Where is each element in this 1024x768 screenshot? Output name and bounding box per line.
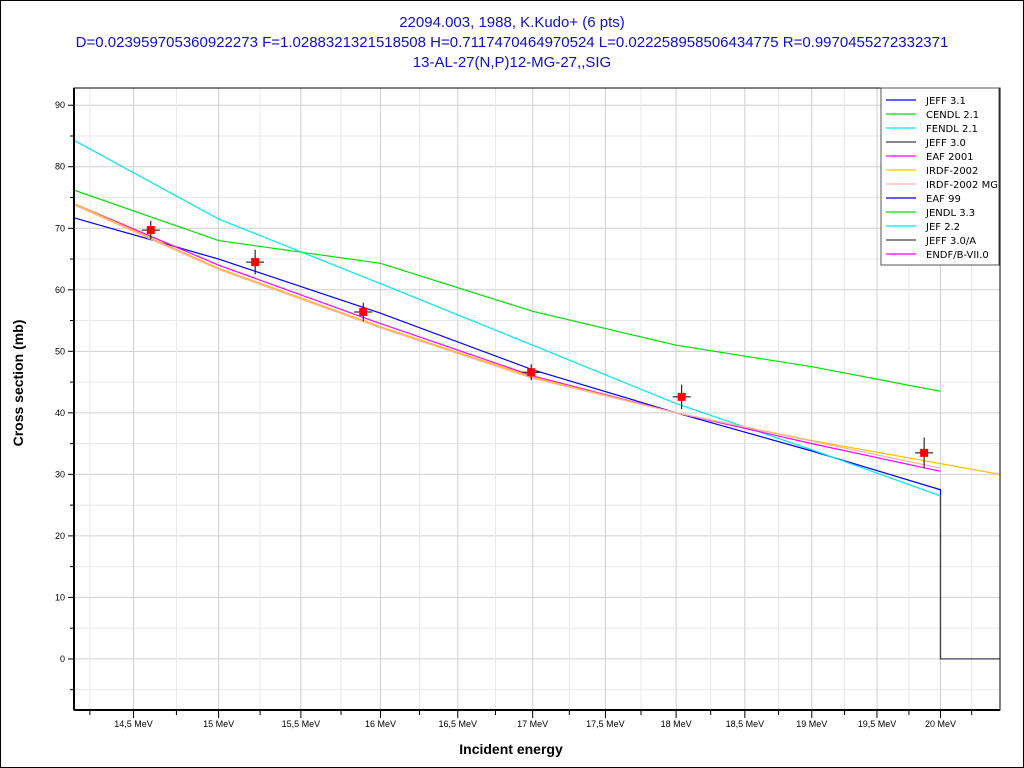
series-line-irdf-2002-mg: [73, 204, 941, 469]
series-line-jeff-3-1: [73, 217, 1000, 660]
y-tick-label: 0: [60, 654, 65, 664]
series-line-jeff-3-0: [939, 495, 1000, 660]
series-line-irdf-2002: [73, 203, 1001, 475]
legend-label: JEF 2.2: [925, 222, 960, 233]
x-tick-label: 16 MeV: [365, 719, 396, 729]
x-tick-label: 18,5 MeV: [726, 719, 765, 729]
legend-label: IRDF-2002: [926, 166, 978, 177]
x-tick-label: 19 MeV: [796, 719, 827, 729]
y-tick-label: 70: [55, 223, 65, 233]
legend-label: IRDF-2002 MG: [926, 180, 998, 191]
x-tick-label: 18 MeV: [661, 719, 692, 729]
legend-box: [880, 87, 1000, 266]
y-tick-label: 50: [55, 346, 65, 356]
chart-title: 22094.003, 1988, K.Kudo+ (6 pts): [399, 14, 625, 31]
data-point: [527, 368, 536, 377]
legend-label: FENDL 2.1: [926, 124, 978, 135]
x-tick-label: 14,5 MeV: [114, 719, 153, 729]
reaction-label: 13-AL-27(N,P)12-MG-27,,SIG: [412, 54, 612, 71]
chart-subtitle: D=0.023959705360922273 F=1.0288321321518…: [75, 34, 949, 51]
y-tick-label: 90: [55, 100, 65, 110]
series-line-fendl-2-1: [73, 139, 941, 497]
legend-label: JENDL 3.3: [925, 208, 975, 219]
series-line-eaf-2001: [73, 203, 941, 472]
y-tick-label: 20: [55, 531, 65, 541]
legend-label: ENDF/B-VII.0: [926, 250, 989, 261]
x-tick-label: 15,5 MeV: [282, 719, 321, 729]
data-point: [920, 448, 929, 457]
data-point: [251, 258, 260, 267]
x-tick-label: 15 MeV: [203, 719, 234, 729]
plot-border: [73, 87, 1001, 711]
y-tick-label: 30: [55, 469, 65, 479]
legend-label: EAF 2001: [926, 152, 974, 163]
legend-label: JEFF 3.0/A: [925, 236, 976, 247]
x-tick-label: 17,5 MeV: [586, 719, 625, 729]
y-tick-label: 80: [55, 162, 65, 172]
legend-label: EAF 99: [926, 194, 961, 205]
y-axis-label: Cross section (mb): [10, 320, 26, 447]
legend-label: JEFF 3.1: [925, 96, 966, 107]
y-tick-label: 10: [55, 592, 65, 602]
y-tick-label: 40: [55, 408, 65, 418]
data-point: [677, 392, 686, 401]
x-tick-label: 17 MeV: [517, 719, 548, 729]
x-tick-label: 16,5 MeV: [439, 719, 478, 729]
series-line-cendl-2-1: [73, 189, 941, 392]
x-tick-label: 20 MeV: [925, 719, 956, 729]
data-point: [146, 226, 155, 235]
y-tick-label: 60: [55, 285, 65, 295]
legend-label: CENDL 2.1: [926, 110, 979, 121]
x-tick-label: 19,5 MeV: [858, 719, 897, 729]
data-point: [359, 307, 368, 316]
legend-label: JEFF 3.0: [925, 138, 966, 149]
x-axis-label: Incident energy: [459, 741, 563, 757]
